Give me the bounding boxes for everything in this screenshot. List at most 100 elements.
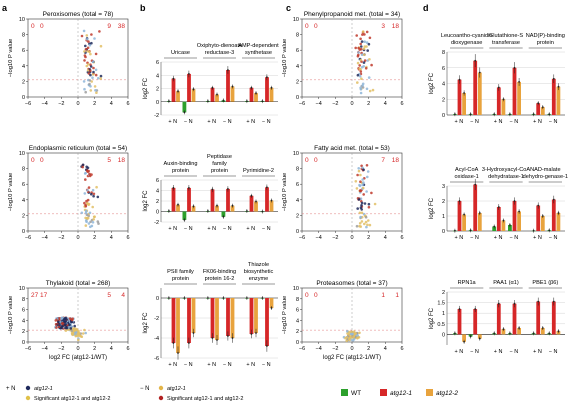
volcano-point (94, 68, 98, 72)
volcano-xtick-label: 2 (93, 235, 96, 241)
bar-mean-dot (192, 88, 195, 91)
volcano-point (87, 63, 90, 66)
volcano-point (356, 173, 359, 177)
volcano-point (360, 208, 364, 211)
bar-ytick-label: -2 (154, 220, 159, 226)
bar-atg12-2 (269, 87, 274, 102)
volcano-point (359, 68, 362, 71)
volcano-point (76, 334, 80, 338)
volcano-point (89, 89, 93, 92)
volcano-ytick-label: 8 (296, 297, 299, 303)
bar-mean-dot (532, 113, 535, 116)
bar-xtick-label: − N (223, 362, 232, 368)
volcano-xtick-label: −6 (25, 101, 31, 107)
volcano-count-left-b: 0 (314, 157, 318, 164)
bar-mean-dot (518, 327, 520, 329)
volcano-xtick-label: 4 (384, 101, 387, 107)
bar-atg12-2 (540, 107, 545, 115)
volcano-point (367, 205, 371, 209)
bar-mean-dot (222, 99, 225, 102)
bar-xtick-label: + N (168, 119, 177, 125)
bar-atg12-1 (249, 87, 254, 102)
bar-mean-dot (497, 302, 500, 305)
volcano-point (363, 222, 366, 226)
volcano-point (349, 332, 353, 336)
volcano-ylabel: −log10 P value (282, 39, 288, 77)
bar-mean-dot (188, 187, 190, 189)
bar-chart-title-line: dioxygenase (451, 40, 482, 46)
bar-mean-dot (207, 210, 209, 212)
bar-atg12-2 (540, 216, 545, 231)
volcano-count-left-b: 0 (40, 157, 44, 164)
volcano-title: Fatty acid met. (total = 53) (314, 145, 390, 152)
bar-chart-title-line: family (212, 161, 227, 167)
volcano-point (346, 330, 349, 333)
volcano-ytick-label: 0 (22, 340, 25, 346)
bar-mean-dot (454, 332, 456, 335)
bar-ytick-label: 6 (156, 60, 159, 66)
bar-atg12-2 (477, 72, 482, 115)
bar-chart-title-line: NAD-malate (530, 167, 560, 173)
volcano-point (363, 45, 367, 48)
volcano-ytick-label: 10 (19, 286, 25, 292)
volcano-point (354, 180, 358, 183)
volcano-point (361, 186, 365, 190)
volcano-xtick-label: 2 (93, 101, 96, 107)
bar-atg12-2 (215, 94, 219, 102)
legend-n-minus: − N (140, 386, 150, 392)
volcano-point (356, 337, 359, 340)
bar-xtick-label: − N (223, 226, 232, 232)
bar-atg12-1 (496, 207, 501, 231)
bar-atg12-1 (536, 103, 541, 115)
volcano-ytick-label: 0 (296, 229, 299, 235)
bar-mean-dot (261, 297, 264, 299)
bar-xtick-label: − N (223, 119, 232, 125)
bar-chart-title-line: PSII family (167, 269, 194, 275)
bar-ytick-label: 0 (156, 210, 159, 216)
bar-mean-dot (183, 297, 186, 299)
volcano-point (85, 64, 89, 68)
bar-xtick-label: − N (509, 235, 518, 241)
bar-mean-dot (509, 113, 511, 116)
volcano-point (355, 34, 359, 37)
volcano-point (89, 225, 92, 229)
bar-mean-dot (172, 342, 175, 344)
volcano-point (367, 76, 371, 79)
volcano-point (90, 192, 93, 196)
bar-mean-dot (478, 71, 481, 74)
volcano-point (63, 320, 67, 324)
bar-mean-dot (497, 86, 500, 89)
bar-xtick-label: + N (168, 362, 177, 368)
bar-ytick-label: 2 (156, 87, 159, 93)
bar-atg12-2 (462, 214, 466, 231)
volcano-point (368, 223, 372, 227)
bar-chart-title-line: PAA1 (α1) (493, 280, 519, 286)
bar-chart-title-line: 3-Hydroxyacyl-CoA (482, 167, 530, 173)
volcano-point (94, 52, 98, 56)
bar-mean-dot (493, 113, 496, 116)
volcano-point (88, 50, 91, 54)
volcano-point (75, 330, 78, 334)
bar-mean-dot (548, 229, 551, 232)
volcano-point (92, 192, 96, 196)
bar-mean-dot (537, 204, 540, 207)
volcano-point (364, 67, 368, 70)
volcano-point (70, 320, 74, 324)
volcano-frame (27, 18, 129, 98)
volcano-xtick-label: −2 (58, 101, 64, 107)
bar-mean-dot (192, 205, 195, 208)
volcano-count-right-a: 1 (381, 292, 385, 299)
bar-mean-dot (266, 345, 268, 347)
volcano-point (88, 211, 92, 215)
volcano-xtick-label: −4 (42, 235, 48, 241)
bar-mean-dot (255, 92, 257, 94)
bar-chart-title-line: reductase-3 (205, 50, 235, 56)
bar-mean-dot (509, 332, 511, 335)
bar-mean-dot (231, 85, 234, 88)
volcano-point (85, 38, 89, 41)
volcano-count-right-b: 4 (121, 292, 125, 299)
bar-mean-dot (454, 229, 456, 232)
bar-ylabel: log2 FC (429, 72, 435, 94)
volcano-xtick-label: 2 (93, 346, 96, 352)
